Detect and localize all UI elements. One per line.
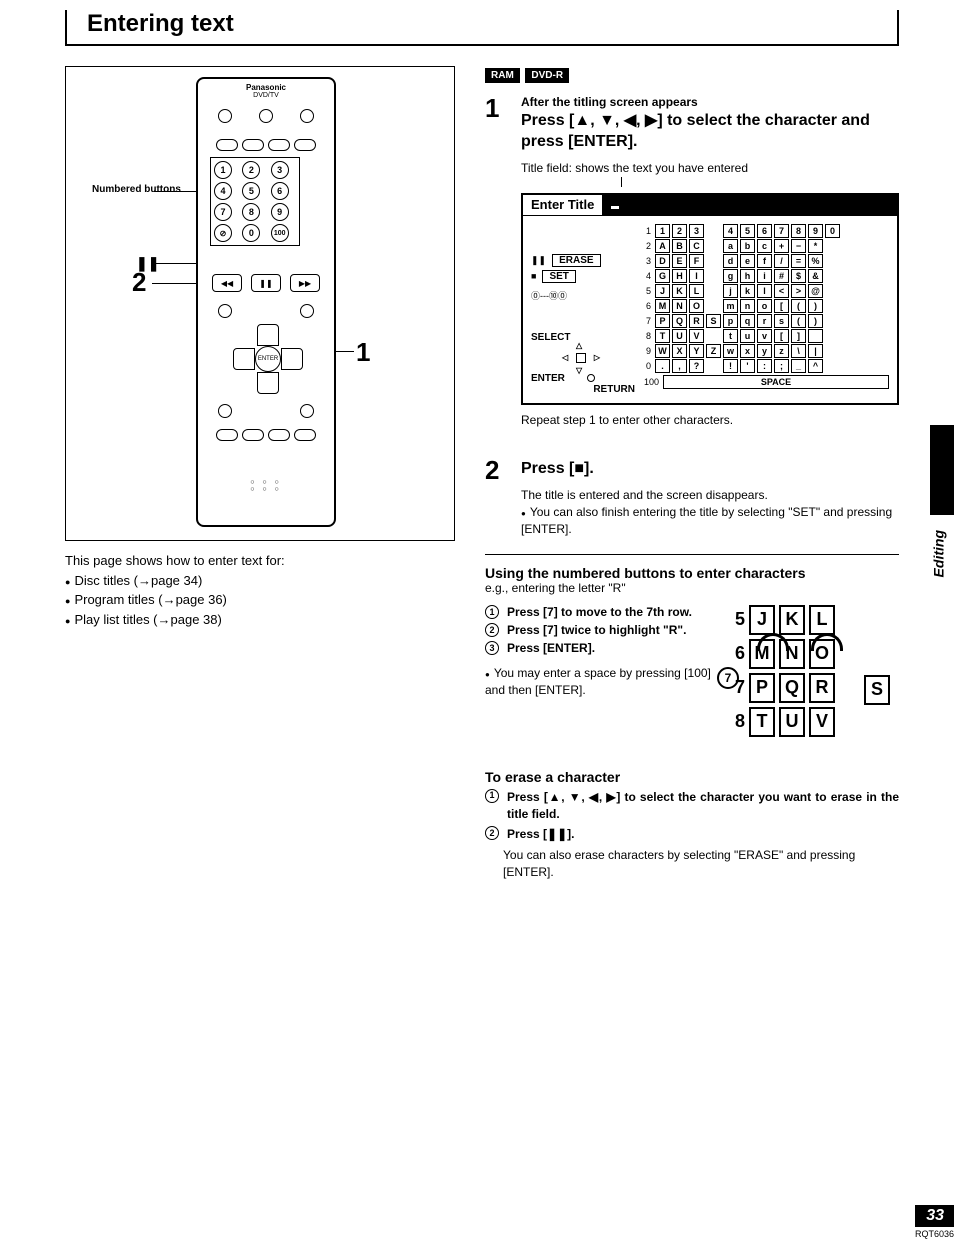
- jkl-example-diagram: 7 5JKL6MNO7PQR8TUV S: [729, 605, 899, 755]
- callout-2: 2: [132, 267, 146, 298]
- power-button-icon: [218, 109, 232, 123]
- document-number: RQT6036: [915, 1229, 954, 1239]
- set-button: SET: [542, 270, 575, 283]
- side-tab-label: Editing: [930, 530, 946, 577]
- callout-numbered-buttons: Numbered buttons: [86, 182, 187, 197]
- page-title: Entering text: [87, 10, 897, 38]
- forward-icon: ▶▶: [290, 274, 320, 292]
- left-intro-text: This page shows how to enter text for: D…: [65, 551, 455, 629]
- step-1: 1 After the titling screen appears Press…: [485, 95, 899, 447]
- up-arrow-icon: [257, 324, 279, 346]
- numbered-buttons-heading: Using the numbered buttons to enter char…: [485, 565, 899, 581]
- pause-icon: ❚❚: [251, 274, 281, 292]
- page-number: 33: [915, 1205, 954, 1227]
- enter-title-screen: Enter Title ❚❚ERASE ■SET ⓪---⑩⓪ SELECT: [521, 193, 899, 405]
- remote-diagram: Numbered buttons ❚❚ 2 1 Panasonic DVD/TV: [65, 66, 455, 541]
- callout-1: 1: [356, 337, 370, 368]
- number-buttons: 1 2 3 4 5 6 7 8 9 ⊘ 0 100: [210, 157, 300, 246]
- remote-body: Panasonic DVD/TV 1 2: [196, 77, 336, 527]
- enter-button: ENTER: [255, 346, 281, 372]
- erase-heading: To erase a character: [485, 769, 899, 785]
- erase-button: ERASE: [552, 254, 600, 267]
- character-grid: 112345678902ABCabc+−*3DEFdef/=%4GHIghi#$…: [639, 224, 889, 395]
- down-arrow-icon: [257, 372, 279, 394]
- title-input-field: [603, 195, 897, 215]
- side-tab: [930, 425, 954, 515]
- rewind-icon: ◀◀: [212, 274, 242, 292]
- format-badges: RAM DVD-R: [485, 66, 899, 83]
- dpad: ENTER: [233, 324, 303, 394]
- step-2: 2 Press [■]. The title is entered and th…: [485, 457, 899, 538]
- left-arrow-icon: [233, 348, 255, 370]
- page-title-box: Entering text: [65, 10, 899, 46]
- right-arrow-icon: [281, 348, 303, 370]
